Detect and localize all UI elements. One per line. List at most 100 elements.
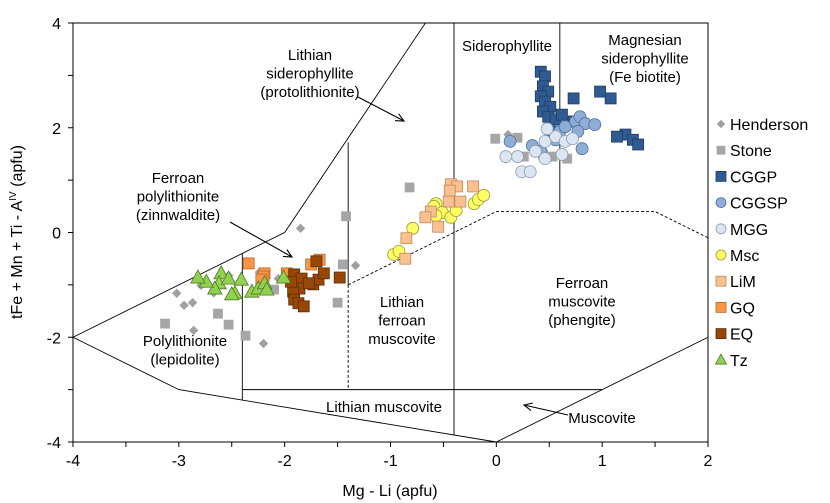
field-label-line: Lithian (288, 47, 332, 64)
y-tick-label: -4 (47, 435, 61, 452)
field-label-polylithionite: Polylithionite (lepidolite) (143, 333, 227, 369)
legend-marker-circle-icon (715, 249, 727, 261)
field-label-line: (zinnwaldite) (136, 207, 220, 224)
point-henderson (187, 297, 198, 308)
field-label-line: (protolithionite) (260, 84, 359, 101)
field-label-line: Ferroan (556, 275, 609, 292)
series-eq (285, 255, 346, 313)
point-cggp (632, 138, 645, 151)
point-lim (432, 220, 445, 233)
point-gq (242, 257, 255, 270)
point-lim (419, 211, 432, 224)
series-stone (160, 132, 573, 341)
legend-item-tz: Tz (714, 353, 748, 370)
legend-label: Henderson (730, 117, 808, 134)
arrow-head (522, 402, 533, 412)
point-mgg (555, 148, 569, 161)
arrow-ferroan-polylithionite (229, 221, 294, 258)
legend-label: Stone (730, 143, 772, 160)
y-tick-label: 4 (52, 16, 61, 33)
point-mgg (499, 150, 513, 163)
point-mgg (566, 132, 579, 146)
x-tick-label: -4 (66, 453, 80, 470)
point-cggp (594, 85, 606, 98)
upper-left-boundary (72, 22, 426, 338)
point-lim (442, 195, 455, 208)
point-lim (467, 180, 479, 193)
field-label-line: polylithionite (137, 189, 220, 206)
field-label-line: Siderophyllite (462, 38, 552, 55)
point-cggp (539, 70, 551, 83)
x-tick-label: 1 (598, 453, 607, 470)
field-label-siderophyllite: Siderophyllite (462, 38, 552, 55)
series-cggsp (503, 110, 602, 158)
legend-label: CGGP (730, 169, 777, 186)
point-lim (454, 195, 467, 208)
legend-marker-square-icon (715, 328, 727, 340)
field-label-line: Lithian (380, 294, 424, 311)
point-cggp (604, 92, 617, 105)
point-cggsp (588, 118, 602, 132)
arrow-head (282, 249, 294, 258)
field-label-lithian-siderophyllite: Lithian siderophyllite (protolithionite) (260, 47, 359, 101)
legend-marker-square-icon (715, 275, 727, 287)
legend-label: GQ (730, 300, 755, 317)
point-tz (220, 270, 237, 285)
field-label-ferroan-muscovite: Ferroan muscovite (phengite) (548, 275, 616, 329)
field-label-line: Magnesian (608, 32, 681, 49)
arrow-shaft (229, 221, 293, 258)
point-tz (275, 269, 292, 284)
x-tick-label: -1 (383, 453, 397, 470)
y-axis-label-unit: (apfu) (9, 145, 26, 191)
legend-item-cggp: CGGP (715, 169, 777, 186)
y-tick-label: 0 (52, 226, 61, 243)
field-label-line: Lithian muscovite (326, 399, 442, 416)
field-label-line: Muscovite (568, 410, 636, 427)
field-label-line: siderophyllite (601, 51, 689, 68)
field-label-line: (lepidolite) (150, 352, 219, 369)
legend-label: Msc (730, 248, 759, 265)
point-tz (223, 285, 240, 301)
point-stone (490, 133, 501, 144)
field-label-line: Polylithionite (143, 333, 227, 350)
field-label-ferroan-polylithionite: Ferroan polylithionite (zinnwaldite) (136, 170, 220, 224)
x-tick-label: 2 (704, 453, 713, 470)
point-eq (317, 267, 330, 280)
point-eq (297, 300, 310, 313)
x-axis-label: Mg - Li (apfu) (342, 483, 437, 500)
arrow-head (394, 113, 406, 122)
data-points (160, 65, 645, 349)
point-eq (303, 277, 315, 290)
point-stone (404, 182, 415, 193)
point-cggsp (575, 142, 589, 156)
arrow-muscovite (522, 402, 569, 416)
legend-item-eq: EQ (715, 327, 753, 344)
point-tz (190, 269, 206, 284)
legend-marker-square-icon (715, 301, 727, 313)
point-stone (160, 318, 170, 329)
point-tz (258, 281, 275, 296)
field-label-line: ferroan (378, 313, 426, 330)
field-labels: Lithian siderophyllite (protolithionite)Si… (136, 32, 689, 427)
legend-marker-diamond-icon (716, 119, 726, 129)
legend-item-stone: Stone (716, 143, 772, 160)
legend-label: EQ (730, 327, 753, 344)
arrow-shaft (357, 96, 405, 122)
legend-item-cggsp: CGGSP (715, 196, 788, 213)
x-tick-label: 0 (492, 453, 501, 470)
point-stone (341, 211, 351, 222)
point-stone (240, 330, 251, 341)
y-tick-label: -2 (47, 330, 61, 347)
series-tz (190, 265, 292, 301)
point-stone (337, 259, 348, 270)
field-label-muscovite: Muscovite (568, 410, 636, 427)
point-cggsp (558, 120, 572, 134)
point-henderson (179, 300, 189, 311)
legend-marker-square-icon (715, 170, 727, 182)
point-mgg (523, 165, 537, 179)
point-henderson (172, 288, 182, 298)
point-stone (332, 297, 343, 308)
point-cggsp (503, 134, 517, 148)
field-label-line: muscovite (368, 331, 436, 348)
y-tick-label: 2 (52, 121, 61, 138)
